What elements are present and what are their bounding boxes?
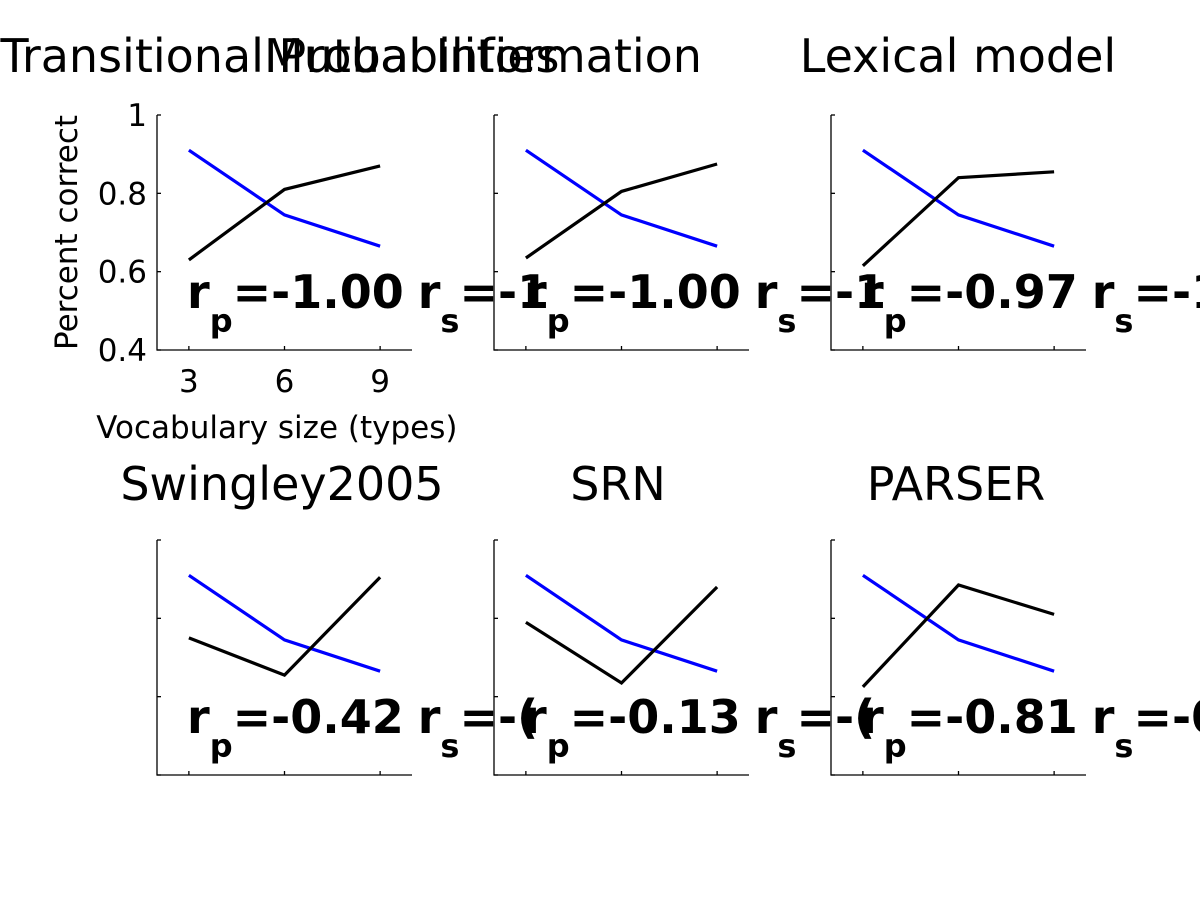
y-tick-label: 1 xyxy=(127,98,147,134)
subplot-grid: Transitional Probabilities 3 6 9 0.4 0.6 0.8 1 V… xyxy=(0,29,1200,776)
r-symbol: r xyxy=(524,690,547,744)
spearman-value: =-0. xyxy=(1133,690,1200,744)
spearman-value: =-( xyxy=(459,690,538,744)
pearson-value: =-1.00 xyxy=(233,265,404,319)
x-tick-label: 3 xyxy=(179,364,199,400)
subscript-p: p xyxy=(884,727,907,765)
x-tick-label: 9 xyxy=(370,364,390,400)
series-line-blue xyxy=(525,148,718,248)
subscript-s: s xyxy=(777,727,796,765)
series-line-black xyxy=(525,585,719,686)
subscript-s: s xyxy=(440,302,459,340)
series-line-black xyxy=(187,164,381,262)
correlation-annotation: rp=-1.00 rs=-1 xyxy=(524,265,886,340)
series-line-black xyxy=(524,162,718,260)
subplot-title: Swingley2005 xyxy=(120,457,443,511)
subscript-s: s xyxy=(1114,302,1133,340)
subplot-title: Transitional Probabilities xyxy=(0,29,560,83)
x-tick-label: 6 xyxy=(275,364,295,400)
subplot-1: Transitional Probabilities 3 6 9 0.4 0.6 0.8 1 V… xyxy=(0,29,560,446)
spearman-value: =-1. xyxy=(1133,265,1200,319)
pearson-value: =-0.97 xyxy=(907,265,1078,319)
correlation-annotation: rp=-0.42 rs=-( xyxy=(187,690,538,765)
r-symbol: r xyxy=(187,265,210,319)
correlation-annotation: rp=-1.00 rs=-1 xyxy=(187,265,549,340)
series-line-blue xyxy=(525,573,718,673)
subplot-title: Mutual Information xyxy=(264,29,702,83)
y-tick-label: 0.4 xyxy=(98,333,147,369)
y-tick-label: 0.8 xyxy=(98,176,147,212)
spearman-value: =-1 xyxy=(796,265,886,319)
subplot-title: Lexical model xyxy=(800,29,1116,83)
series-line-black xyxy=(861,170,1055,267)
r-symbol: r xyxy=(418,690,441,744)
spearman-value: =-( xyxy=(796,690,875,744)
subscript-s: s xyxy=(1114,727,1133,765)
pearson-value: =-0.81 xyxy=(907,690,1078,744)
r-symbol: r xyxy=(755,690,778,744)
pearson-value: =-0.13 xyxy=(570,690,741,744)
spearman-value: =-1 xyxy=(459,265,549,319)
subscript-s: s xyxy=(440,727,459,765)
r-symbol: r xyxy=(187,690,210,744)
subscript-p: p xyxy=(884,302,907,340)
subscript-p: p xyxy=(210,302,233,340)
r-symbol: r xyxy=(755,265,778,319)
subscript-p: p xyxy=(547,727,570,765)
r-symbol: r xyxy=(1092,690,1115,744)
series-line-black xyxy=(188,576,382,677)
r-symbol: r xyxy=(861,265,884,319)
correlation-annotation: rp=-0.13 rs=-( xyxy=(524,690,875,765)
subscript-p: p xyxy=(210,727,233,765)
y-tick-label: 0.6 xyxy=(98,255,147,291)
series-line-blue xyxy=(188,148,381,248)
r-symbol: r xyxy=(418,265,441,319)
x-axis-label: Vocabulary size (types) xyxy=(96,410,457,446)
subscript-s: s xyxy=(777,302,796,340)
r-symbol: r xyxy=(1092,265,1115,319)
subplot-title: PARSER xyxy=(867,457,1045,511)
pearson-value: =-1.00 xyxy=(570,265,741,319)
y-axis-label: Percent correct xyxy=(49,115,85,350)
series-line-blue xyxy=(862,573,1055,673)
series-line-blue xyxy=(862,148,1055,248)
subplot-title: SRN xyxy=(570,457,666,511)
series-line-black xyxy=(861,583,1055,688)
pearson-value: =-0.42 xyxy=(233,690,404,744)
series-line-blue xyxy=(188,573,381,673)
r-symbol: r xyxy=(861,690,884,744)
r-symbol: r xyxy=(524,265,547,319)
subscript-p: p xyxy=(547,302,570,340)
